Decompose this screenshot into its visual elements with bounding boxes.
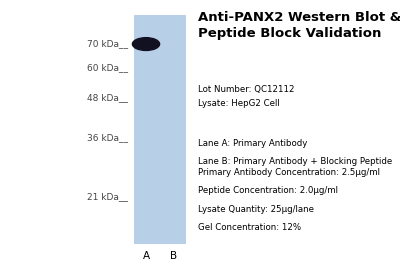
Text: Primary Antibody Concentration: 2.5μg/ml: Primary Antibody Concentration: 2.5μg/ml xyxy=(198,168,380,177)
Ellipse shape xyxy=(132,38,160,50)
Text: Lysate: HepG2 Cell: Lysate: HepG2 Cell xyxy=(198,99,280,108)
Text: 21 kDa__: 21 kDa__ xyxy=(87,192,128,201)
Text: Lysate Quantity: 25μg/lane: Lysate Quantity: 25μg/lane xyxy=(198,205,314,214)
Text: B: B xyxy=(170,251,178,261)
Bar xyxy=(134,15,186,244)
Text: A: A xyxy=(142,251,150,261)
Text: Gel Concentration: 12%: Gel Concentration: 12% xyxy=(198,223,301,232)
Text: Peptide Concentration: 2.0μg/ml: Peptide Concentration: 2.0μg/ml xyxy=(198,186,338,195)
Text: 60 kDa__: 60 kDa__ xyxy=(87,64,128,73)
Text: Lane A: Primary Antibody: Lane A: Primary Antibody xyxy=(198,139,307,148)
Text: Lot Number: QC12112: Lot Number: QC12112 xyxy=(198,85,294,95)
Text: 70 kDa__: 70 kDa__ xyxy=(87,40,128,49)
Text: 36 kDa__: 36 kDa__ xyxy=(87,133,128,142)
Text: Anti-PANX2 Western Blot &
Peptide Block Validation: Anti-PANX2 Western Blot & Peptide Block … xyxy=(198,11,400,40)
Text: 48 kDa__: 48 kDa__ xyxy=(87,93,128,102)
Text: Lane B: Primary Antibody + Blocking Peptide: Lane B: Primary Antibody + Blocking Pept… xyxy=(198,157,392,166)
